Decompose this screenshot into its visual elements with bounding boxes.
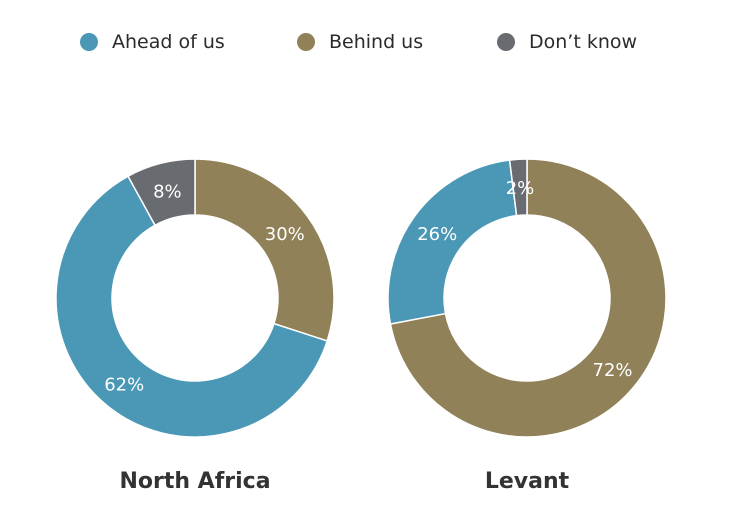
slice-dont-know-levant <box>508 158 528 217</box>
slice-ahead-levant <box>387 159 518 325</box>
slice-dont-know-north-africa <box>127 158 196 227</box>
legend-swatch-ahead <box>80 33 98 51</box>
slice-label-dont-know-north-africa: 8% <box>153 181 182 202</box>
slice-label-ahead-north-africa: 62% <box>104 375 144 396</box>
legend-label-ahead: Ahead of us <box>112 31 225 53</box>
legend-swatch-dont-know <box>497 33 515 51</box>
slice-behind-north-africa <box>194 158 335 342</box>
legend-item-dont-know: Don’t know <box>497 26 637 58</box>
donut-chart-levant: 72% 26% 2% <box>387 158 667 438</box>
slice-ahead-north-africa <box>55 175 329 438</box>
chart-legend: Ahead of us Behind us Don’t know <box>0 26 730 58</box>
chart-title-levant: Levant <box>485 469 570 494</box>
chart-title-north-africa: North Africa <box>119 469 270 494</box>
legend-swatch-behind <box>297 33 315 51</box>
legend-label-behind: Behind us <box>329 31 424 53</box>
slice-label-behind-north-africa: 30% <box>265 224 305 245</box>
legend-item-ahead: Ahead of us <box>80 26 225 58</box>
slice-label-behind-levant: 72% <box>593 360 633 381</box>
legend-item-behind: Behind us <box>297 26 423 58</box>
slice-label-dont-know-levant: 2% <box>506 178 535 199</box>
slice-label-ahead-levant: 26% <box>417 224 457 245</box>
donut-chart-north-africa: 30% 62% 8% <box>55 158 335 438</box>
legend-label-dont-know: Don’t know <box>529 31 638 53</box>
slice-behind-levant <box>389 158 667 438</box>
